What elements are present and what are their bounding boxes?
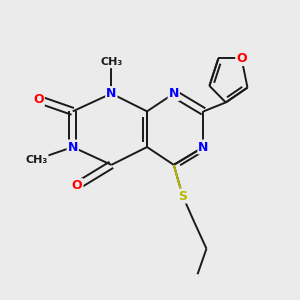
Text: N: N	[169, 87, 179, 100]
Text: O: O	[72, 179, 83, 192]
Text: S: S	[178, 190, 187, 202]
Text: N: N	[106, 87, 116, 100]
Text: N: N	[198, 140, 209, 154]
Text: O: O	[33, 93, 44, 106]
Text: N: N	[68, 140, 78, 154]
Text: O: O	[236, 52, 247, 65]
Text: CH₃: CH₃	[25, 154, 48, 164]
Text: CH₃: CH₃	[100, 57, 122, 67]
